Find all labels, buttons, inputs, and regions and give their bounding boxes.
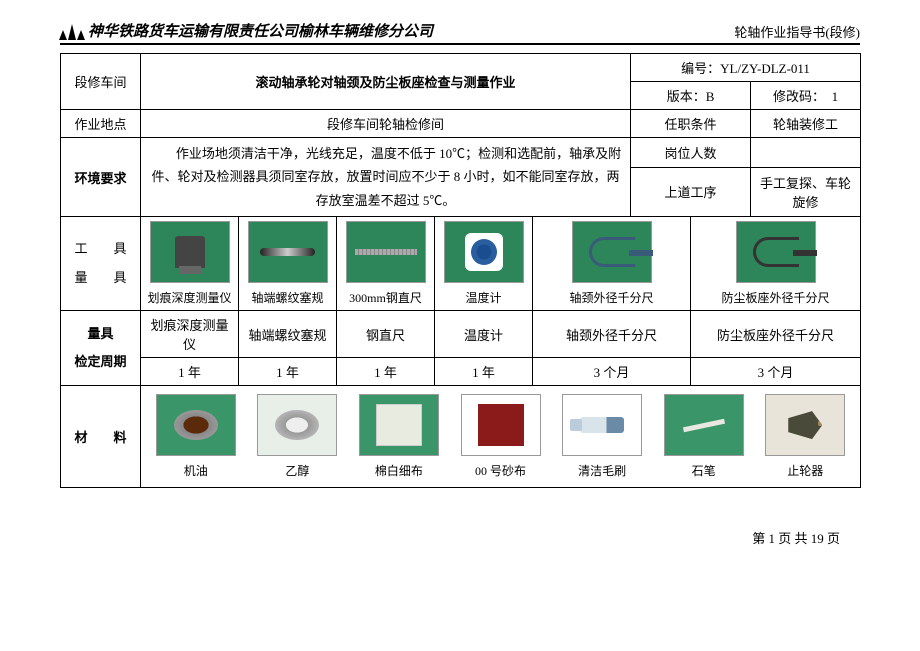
doc-title: 滚动轴承轮对轴颈及防尘板座检查与测量作业	[141, 54, 631, 110]
doc-type: 轮轴作业指导书(段修)	[734, 22, 860, 41]
cal-name: 钢直尺	[337, 311, 435, 358]
page-number: 第 1 页 共 19 页	[60, 528, 860, 547]
cal-name: 轴颈外径千分尺	[533, 311, 691, 358]
tool-item: 300mm钢直尺	[337, 217, 435, 311]
cal-period: 3 个月	[533, 358, 691, 386]
company-logo	[60, 22, 84, 40]
location-value: 段修车间轮轴检修间	[141, 110, 631, 138]
cal-name: 温度计	[435, 311, 533, 358]
tool-photo	[736, 221, 816, 283]
tool-photo	[346, 221, 426, 283]
material-item: 止轮器	[765, 394, 845, 479]
main-table: 段修车间 滚动轴承轮对轴颈及防尘板座检查与测量作业 编号：YL/ZY-DLZ-0…	[60, 53, 861, 488]
doc-version: 版本：B	[631, 82, 751, 110]
tool-photo	[444, 221, 524, 283]
qualification-value: 轮轴装修工	[751, 110, 861, 138]
doc-revision: 修改码： 1	[751, 82, 861, 110]
tool-item: 轴端螺纹塞规	[239, 217, 337, 311]
company-name: 神华铁路货车运输有限责任公司榆林车辆维修分公司	[88, 20, 433, 41]
material-item: 00 号砂布	[461, 394, 541, 479]
material-item: 棉白细布	[359, 394, 439, 479]
staff-value	[751, 138, 861, 168]
material-item: 石笔	[664, 394, 744, 479]
tool-photo	[248, 221, 328, 283]
environment-text: 作业场地须清洁干净，光线充足，温度不低于 10℃；检测和选配前，轴承及附件、轮对…	[141, 138, 631, 217]
cal-period: 1 年	[337, 358, 435, 386]
staff-label: 岗位人数	[631, 138, 751, 168]
cal-period: 1 年	[435, 358, 533, 386]
workshop-label: 段修车间	[61, 54, 141, 110]
material-item: 乙醇	[257, 394, 337, 479]
material-item: 机油	[156, 394, 236, 479]
company-block: 神华铁路货车运输有限责任公司榆林车辆维修分公司	[60, 20, 433, 41]
doc-code: 编号：YL/ZY-DLZ-011	[631, 54, 861, 82]
tool-item: 轴颈外径千分尺	[533, 217, 691, 311]
prev-process-label: 上道工序	[631, 167, 751, 217]
tool-photo	[150, 221, 230, 283]
tool-item: 防尘板座外径千分尺	[691, 217, 861, 311]
qualification-label: 任职条件	[631, 110, 751, 138]
material-item: 清洁毛刷	[562, 394, 642, 479]
location-label: 作业地点	[61, 110, 141, 138]
cal-period: 3 个月	[691, 358, 861, 386]
cal-name: 轴端螺纹塞规	[239, 311, 337, 358]
cal-name: 划痕深度测量仪	[141, 311, 239, 358]
cal-period: 1 年	[141, 358, 239, 386]
tool-photo	[572, 221, 652, 283]
cal-name: 防尘板座外径千分尺	[691, 311, 861, 358]
environment-label: 环境要求	[61, 138, 141, 217]
calibration-label: 量具 检定周期	[61, 311, 141, 386]
materials-label: 材 料	[61, 386, 141, 488]
cal-period: 1 年	[239, 358, 337, 386]
tool-item: 划痕深度测量仪	[141, 217, 239, 311]
materials-row: 机油 乙醇 棉白细布 00 号砂布 清洁毛刷 石笔 止轮器	[141, 386, 861, 488]
page-header: 神华铁路货车运输有限责任公司榆林车辆维修分公司 轮轴作业指导书(段修)	[60, 20, 860, 45]
tool-item: 温度计	[435, 217, 533, 311]
tools-label: 工 具 量 具	[61, 217, 141, 311]
prev-process-value: 手工复探、车轮旋修	[751, 167, 861, 217]
